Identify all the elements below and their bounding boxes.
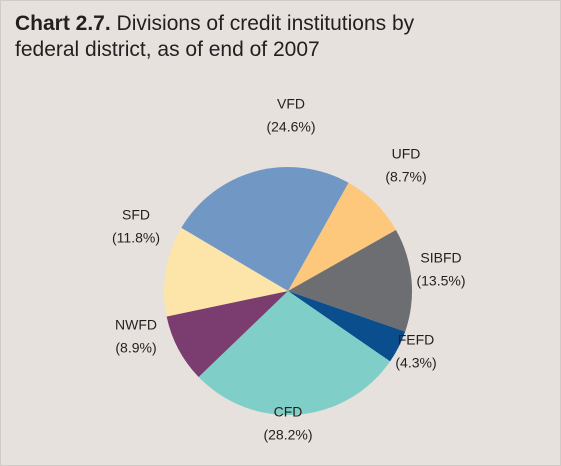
slice-label: NWFD <box>115 317 157 333</box>
pie-slice <box>288 291 406 362</box>
pie-slice <box>198 291 391 415</box>
pie-slice <box>166 291 288 377</box>
slice-value-label: (11.8%) <box>112 230 160 246</box>
pie-slice <box>164 227 288 317</box>
slice-value-label: (28.2%) <box>263 427 312 443</box>
chart-number: Chart 2.7. <box>15 12 111 35</box>
slice-value-label: (13.5%) <box>416 273 465 289</box>
slice-label: FEFD <box>398 332 435 348</box>
slice-value-label: (24.6%) <box>266 119 315 135</box>
slice-label: UFD <box>392 146 421 162</box>
pie-slice <box>288 182 396 291</box>
pie-slice <box>181 167 349 291</box>
slice-label: VFD <box>277 96 305 112</box>
slice-label: CFD <box>274 404 303 420</box>
slice-label: SIBFD <box>420 250 461 266</box>
chart-title: Chart 2.7. Divisions of credit instituti… <box>15 11 455 63</box>
pie-slice <box>288 229 412 332</box>
chart-title-text: Divisions of credit institutions by fede… <box>15 12 415 61</box>
slice-value-label: (8.9%) <box>115 340 156 356</box>
slice-label: SFD <box>122 207 150 223</box>
slice-value-label: (4.3%) <box>395 355 436 371</box>
slice-value-label: (8.7%) <box>385 169 426 185</box>
